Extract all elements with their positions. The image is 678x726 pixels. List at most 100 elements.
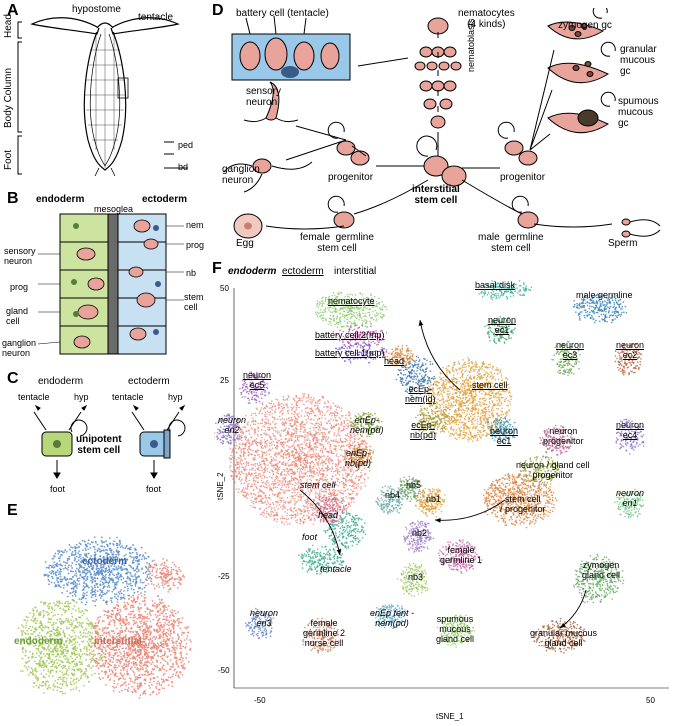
cluster-label: enEp- nb(pd) bbox=[345, 448, 371, 468]
cluster-label: stem cell bbox=[300, 480, 336, 490]
lbl-c-hyp1: hyp bbox=[74, 392, 89, 402]
lbl-ped: ped bbox=[178, 140, 193, 150]
lbl-hypostome: hypostome bbox=[72, 4, 121, 15]
panel-b-diagram bbox=[16, 204, 201, 364]
lbl-b-endoderm: endoderm bbox=[36, 194, 84, 205]
lbl-d-fgerm: female germline stem cell bbox=[300, 232, 374, 254]
cluster-label: nb4 bbox=[385, 490, 400, 500]
lbl-d-prog1: progenitor bbox=[328, 172, 373, 183]
cluster-label: nematocyte bbox=[328, 296, 375, 306]
cluster-label: granular mucous gland cell bbox=[530, 628, 597, 648]
cluster-label: battery cell 2(mp) bbox=[315, 330, 385, 340]
panel-d-diagram bbox=[218, 8, 674, 260]
lbl-d-isc: interstitial stem cell bbox=[412, 184, 460, 206]
lbl-d-spumous: spumous mucous gc bbox=[618, 96, 659, 129]
cluster-label: nb1 bbox=[426, 494, 441, 504]
cluster-label: male germline bbox=[576, 290, 633, 300]
lbl-c-unipotent: unipotent stem cell bbox=[76, 434, 122, 456]
cluster-label: nb3 bbox=[408, 572, 423, 582]
lbl-d-mgerm: male germline stem cell bbox=[478, 232, 544, 254]
panel-c-label: C bbox=[7, 370, 19, 388]
cluster-label: female germline 1 bbox=[440, 545, 482, 565]
lbl-f-legend-endo: endoderm bbox=[228, 266, 276, 277]
lbl-d-nematoblasts: nematoblasts bbox=[466, 18, 476, 72]
lbl-tentacle: tentacle bbox=[138, 12, 173, 23]
cluster-label: neuron en3 bbox=[250, 608, 278, 628]
cluster-label: zymogen gland cell bbox=[582, 560, 620, 580]
lbl-e-ecto: ectoderm bbox=[82, 556, 127, 567]
cluster-label: head bbox=[384, 356, 404, 366]
ytick-n25: -25 bbox=[218, 572, 230, 581]
ytick-n50: -50 bbox=[218, 666, 230, 675]
lbl-b-ganglion: ganglion neuron bbox=[2, 338, 36, 358]
lbl-d-sperm: Sperm bbox=[608, 238, 637, 249]
lbl-f-legend-ecto: ectoderm bbox=[282, 266, 324, 277]
cluster-label: spumous mucous gland cell bbox=[436, 614, 474, 644]
lbl-c-ectoderm: ectoderm bbox=[128, 376, 170, 387]
cluster-label: nb5 bbox=[406, 480, 421, 490]
panel-f-tsne bbox=[214, 278, 674, 718]
ytick-25: 25 bbox=[220, 376, 229, 385]
cluster-label: foot bbox=[302, 532, 317, 542]
lbl-d-sensory: sensory neuron bbox=[246, 86, 281, 108]
lbl-b-prog1: prog bbox=[10, 282, 28, 292]
cluster-label: ecEp- nem(ld) bbox=[405, 384, 436, 404]
cluster-label: ecEp- nb(pd) bbox=[410, 420, 436, 440]
lbl-b-ectoderm: ectoderm bbox=[142, 194, 187, 205]
cluster-label: tentacle bbox=[320, 564, 352, 574]
lbl-b-prog2: prog bbox=[186, 240, 204, 250]
panel-a-diagram bbox=[14, 10, 204, 185]
lbl-c-hyp2: hyp bbox=[168, 392, 183, 402]
axis-y-label: tSNE_2 bbox=[216, 472, 225, 500]
cluster-label: enEp- nem(pd) bbox=[350, 415, 384, 435]
panel-f-label: F bbox=[212, 260, 222, 278]
xtick-50: 50 bbox=[646, 696, 655, 705]
lbl-bd: bd bbox=[178, 162, 188, 172]
cluster-label: stem cell / progenitor bbox=[500, 494, 546, 514]
lbl-d-zymogen: zymogen gc bbox=[558, 20, 612, 31]
lbl-e-endo: endoderm bbox=[14, 636, 62, 647]
cluster-label: neuron en2 bbox=[218, 415, 246, 435]
lbl-b-sensory: sensory neuron bbox=[4, 246, 36, 266]
lbl-d-ganglion: ganglion neuron bbox=[222, 164, 260, 186]
cluster-label: neuron ec1 bbox=[490, 426, 518, 446]
cluster-label: basal disk bbox=[475, 280, 515, 290]
cluster-label: neuron ec5 bbox=[243, 370, 271, 390]
cluster-label: nb2 bbox=[412, 528, 427, 538]
cluster-label: female germline 2 nurse cell bbox=[303, 618, 345, 648]
cluster-label: battery cell 1(mp) bbox=[315, 348, 385, 358]
cluster-label: neuron ec1 bbox=[488, 315, 516, 335]
lbl-d-prog2: progenitor bbox=[500, 172, 545, 183]
cluster-label: neuron en1 bbox=[616, 488, 644, 508]
lbl-b-mesoglea: mesoglea bbox=[94, 204, 133, 214]
lbl-d-egg: Egg bbox=[236, 238, 254, 249]
lbl-c-endoderm: endoderm bbox=[38, 376, 83, 387]
lbl-c-tent2: tentacle bbox=[112, 392, 144, 402]
cluster-label: neuron ec4 bbox=[616, 420, 644, 440]
lbl-c-foot1: foot bbox=[50, 484, 65, 494]
lbl-e-inter: interstitial bbox=[94, 636, 142, 647]
cluster-label: stem cell bbox=[472, 380, 508, 390]
cluster-label: enEp tent - nem(pd) bbox=[370, 608, 414, 628]
lbl-f-legend-inter: interstitial bbox=[334, 266, 376, 277]
cluster-label: neuron ec3 bbox=[556, 340, 584, 360]
lbl-c-tent1: tentacle bbox=[18, 392, 50, 402]
lbl-b-stem: stem cell bbox=[184, 292, 204, 312]
lbl-d-battery: battery cell (tentacle) bbox=[236, 8, 329, 19]
ytick-50: 50 bbox=[220, 284, 229, 293]
lbl-b-nb: nb bbox=[186, 268, 196, 278]
lbl-foot: Foot bbox=[3, 150, 14, 170]
panel-e-tsne bbox=[10, 516, 205, 716]
lbl-d-granular: granular mucous gc bbox=[620, 44, 657, 77]
cluster-label: neuron ec2 bbox=[616, 340, 644, 360]
lbl-body: Body Column bbox=[3, 68, 14, 128]
lbl-b-nem: nem bbox=[186, 220, 204, 230]
lbl-b-gland: gland cell bbox=[6, 306, 28, 326]
lbl-c-foot2: foot bbox=[146, 484, 161, 494]
axis-x-label: tSNE_1 bbox=[436, 712, 464, 721]
cluster-label: neuron / gland cell progenitor bbox=[516, 460, 590, 480]
cluster-label: neuron progenitor bbox=[543, 426, 584, 446]
lbl-head: Head bbox=[3, 14, 14, 38]
xtick-n50: -50 bbox=[254, 696, 266, 705]
cluster-label: head bbox=[318, 510, 338, 520]
